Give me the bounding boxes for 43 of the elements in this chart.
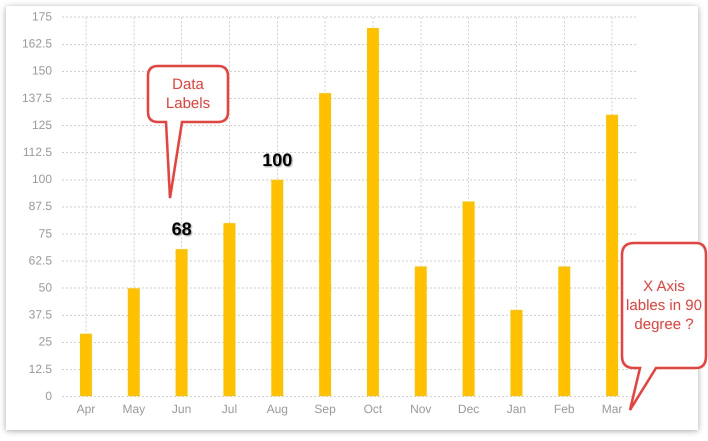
- data-label: 68: [172, 219, 192, 240]
- x-tick-label: Dec: [458, 402, 480, 416]
- bar: [176, 249, 188, 396]
- y-tick-label: 62.5: [28, 253, 52, 268]
- y-tick-label: 125: [32, 118, 52, 132]
- y-tick-label: 12.5: [28, 362, 52, 376]
- bar: [558, 266, 570, 396]
- y-tick-label: 175: [32, 10, 52, 24]
- y-tick-label: 0: [45, 388, 52, 403]
- y-tick-label: 137.5: [22, 90, 52, 105]
- x-tick-label: Mar: [602, 402, 622, 416]
- x-tick-label: Aug: [266, 402, 288, 416]
- y-tick-label: 75: [38, 226, 52, 240]
- bar: [80, 334, 92, 396]
- data-label: 100: [262, 150, 292, 170]
- bar: [366, 28, 379, 396]
- bar: [510, 310, 522, 396]
- x-tick-label: Jan: [506, 402, 526, 416]
- x-tick-label: Feb: [554, 402, 575, 416]
- x-tick-label: May: [122, 402, 146, 416]
- bar: [319, 93, 332, 396]
- bar: [462, 201, 475, 396]
- bar: [128, 288, 140, 396]
- y-tick-label: 25: [38, 334, 52, 349]
- y-tick-label: 37.5: [28, 308, 52, 322]
- x-tick-label: Jul: [222, 402, 238, 416]
- x-tick-label: Sep: [314, 402, 336, 416]
- y-tick-label: 100: [32, 172, 52, 186]
- bar: [414, 266, 427, 396]
- y-tick-label: 50: [38, 280, 52, 295]
- bar: [606, 114, 618, 396]
- bar: [271, 180, 284, 396]
- x-tick-label: Jun: [172, 402, 192, 416]
- y-tick-label: 162.5: [22, 36, 52, 51]
- x-tick-label: Nov: [410, 402, 432, 416]
- annotation: X Axis lables in 90 degree ?: [625, 277, 703, 335]
- y-tick-label: 87.5: [28, 199, 52, 214]
- bar: [223, 223, 236, 396]
- y-tick-label: 112.5: [22, 145, 52, 160]
- x-tick-label: Oct: [364, 402, 383, 416]
- x-tick-label: Apr: [76, 402, 96, 416]
- y-tick-label: 150: [32, 64, 52, 78]
- annotation: Data Labels: [164, 75, 212, 114]
